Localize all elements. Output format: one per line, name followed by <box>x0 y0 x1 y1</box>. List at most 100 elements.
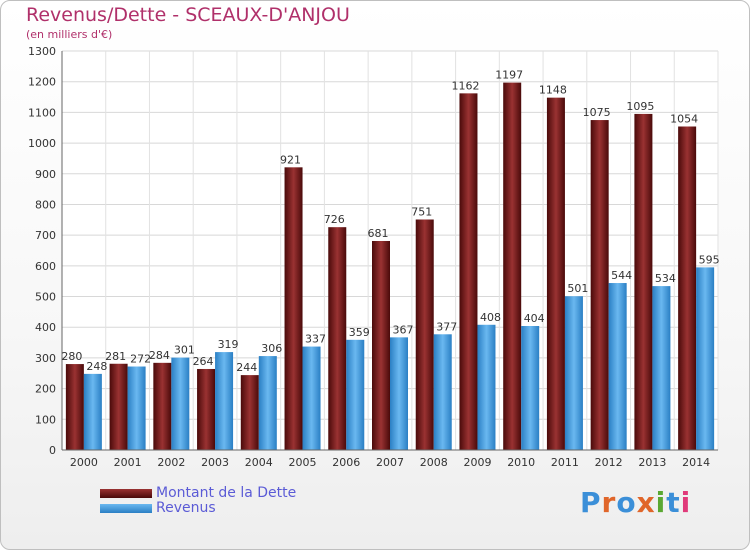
bar-revenue <box>215 352 234 450</box>
y-tick-label: 1000 <box>28 137 56 150</box>
bar-revenue <box>127 366 146 450</box>
data-label-debt: 1095 <box>626 100 654 113</box>
x-tick-label: 2006 <box>332 456 360 469</box>
logo-letter: P <box>580 486 602 519</box>
data-label-debt: 244 <box>236 361 257 374</box>
data-label-debt: 281 <box>105 350 126 363</box>
data-label-revenue: 408 <box>480 311 501 324</box>
logo-letter: x <box>636 486 656 519</box>
x-tick-label: 2000 <box>70 456 98 469</box>
x-tick-label: 2002 <box>157 456 185 469</box>
x-tick-label: 2001 <box>114 456 142 469</box>
bar-debt <box>590 120 609 451</box>
bar-revenue <box>83 373 102 450</box>
y-tick-label: 900 <box>35 168 56 181</box>
data-label-debt: 284 <box>149 349 170 362</box>
data-label-debt: 681 <box>368 227 389 240</box>
data-label-debt: 1054 <box>670 113 698 126</box>
bar-revenue <box>652 286 671 450</box>
bar-debt <box>109 363 128 450</box>
data-label-revenue: 544 <box>611 269 632 282</box>
data-label-revenue: 595 <box>699 253 720 266</box>
bar-debt <box>415 219 434 450</box>
x-tick-label: 2005 <box>289 456 317 469</box>
y-tick-label: 200 <box>35 383 56 396</box>
logo-letter: o <box>616 486 637 519</box>
bar-debt <box>546 97 565 450</box>
chart-title: Revenus/Dette - SCEAUX-D'ANJOU <box>26 4 350 26</box>
x-tick-label: 2012 <box>595 456 623 469</box>
data-label-debt: 1075 <box>583 106 611 119</box>
data-label-debt: 1148 <box>539 84 567 97</box>
y-tick-label: 0 <box>49 444 56 457</box>
data-label-revenue: 367 <box>393 323 414 336</box>
data-label-revenue: 501 <box>567 282 588 295</box>
legend-label-revenue: Revenus <box>156 500 216 516</box>
logo-letter: i <box>655 486 667 519</box>
legend-label-debt: Montant de la Dette <box>156 485 297 501</box>
bar-debt <box>634 113 653 451</box>
data-label-revenue: 404 <box>524 312 545 325</box>
x-tick-label: 2010 <box>507 456 535 469</box>
y-tick-label: 300 <box>35 352 56 365</box>
bar-revenue <box>521 326 540 450</box>
logo-letter: t <box>666 486 681 519</box>
data-label-debt: 921 <box>280 153 301 166</box>
bar-debt <box>240 375 259 450</box>
proxiti-logo: Proxiti <box>580 486 691 519</box>
data-label-debt: 264 <box>193 355 214 368</box>
data-label-revenue: 272 <box>130 353 151 366</box>
bar-revenue <box>258 356 277 450</box>
bar-revenue <box>433 334 452 450</box>
legend-swatch-debt <box>100 489 152 498</box>
legend-swatch-revenue <box>100 504 152 513</box>
x-tick-label: 2004 <box>245 456 273 469</box>
bar-revenue <box>564 296 583 450</box>
y-tick-label: 600 <box>35 260 56 273</box>
y-tick-label: 500 <box>35 291 56 304</box>
data-label-revenue: 301 <box>174 344 195 357</box>
y-tick-label: 100 <box>35 413 56 426</box>
data-label-revenue: 377 <box>436 320 457 333</box>
data-label-debt: 1197 <box>495 69 523 82</box>
bar-revenue <box>171 357 190 450</box>
y-tick-label: 700 <box>35 229 56 242</box>
y-tick-label: 800 <box>35 198 56 211</box>
bar-revenue <box>477 324 496 450</box>
data-label-revenue: 319 <box>218 338 239 351</box>
bars <box>65 82 715 451</box>
bar-debt <box>328 227 347 450</box>
logo-letter: i <box>680 486 692 519</box>
data-label-revenue: 337 <box>305 333 326 346</box>
data-label-debt: 751 <box>411 206 432 219</box>
bar-revenue <box>608 283 627 450</box>
chart-subtitle: (en milliers d'€) <box>26 28 113 41</box>
x-tick-label: 2011 <box>551 456 579 469</box>
bar-debt <box>372 240 390 450</box>
data-label-revenue: 359 <box>349 326 370 339</box>
bar-debt <box>284 167 303 450</box>
bar-revenue <box>696 267 715 450</box>
y-tick-label: 400 <box>35 321 56 334</box>
data-label-revenue: 306 <box>261 342 282 355</box>
bar-debt <box>153 362 172 450</box>
bar-debt <box>459 93 478 451</box>
x-tick-label: 2008 <box>420 456 448 469</box>
bar-debt <box>65 364 84 450</box>
data-label-debt: 1162 <box>451 79 479 92</box>
y-tick-label: 1100 <box>28 106 56 119</box>
y-tick-label: 1200 <box>28 76 56 89</box>
bar-revenue <box>346 339 365 450</box>
bar-debt <box>503 82 522 451</box>
logo-letter: r <box>601 486 617 519</box>
data-label-revenue: 534 <box>655 272 676 285</box>
bar-debt <box>197 368 216 450</box>
data-label-debt: 726 <box>324 213 345 226</box>
x-tick-label: 2013 <box>638 456 666 469</box>
bar-revenue <box>390 337 408 450</box>
x-tick-label: 2003 <box>201 456 229 469</box>
bar-revenue <box>302 346 321 450</box>
x-tick-label: 2009 <box>463 456 491 469</box>
